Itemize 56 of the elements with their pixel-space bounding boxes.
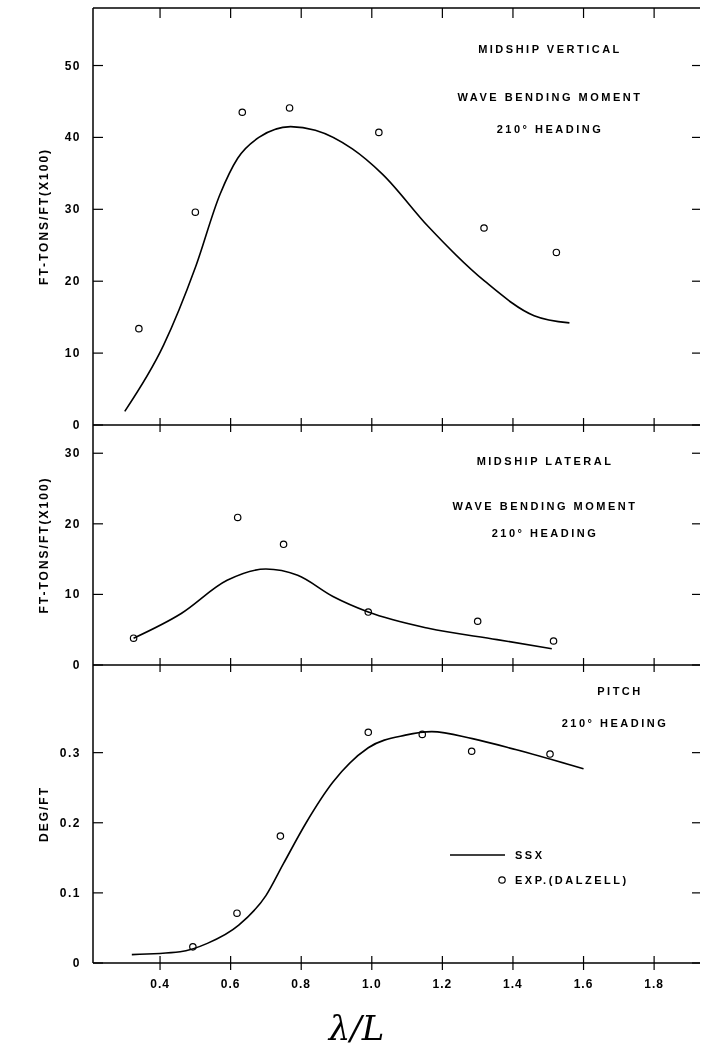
annotation: MIDSHIP LATERAL	[476, 455, 614, 467]
y-tick-label: 40	[64, 130, 81, 145]
y-tick-label: 0.2	[59, 815, 81, 830]
x-tick-label: 1.6	[573, 977, 594, 991]
y-tick-label: 0	[72, 418, 81, 432]
x-tick-label: 1.4	[503, 977, 523, 991]
x-tick-label: 1.8	[644, 977, 664, 991]
point	[279, 540, 288, 549]
annotation: 210° HEADING	[561, 717, 669, 729]
y-axis-title: FT-TONS/FT(X100)	[37, 476, 51, 614]
point	[480, 224, 488, 232]
annotation: 210° HEADING	[496, 123, 604, 135]
annotation: PITCH	[597, 685, 643, 697]
annotation: 210° HEADING	[491, 527, 599, 539]
y-tick-label: 20	[64, 516, 81, 531]
x-tick-label: 0.6	[220, 977, 241, 991]
point	[364, 608, 373, 616]
y-tick-label: 0	[72, 956, 81, 970]
x-tick-label: 1.0	[361, 977, 382, 991]
annotation: WAVE BENDING MOMENT	[452, 500, 638, 512]
point	[546, 750, 554, 758]
point	[238, 108, 247, 117]
annotation: WAVE BENDING MOMENT	[457, 91, 643, 103]
point	[189, 943, 197, 951]
y-tick-label: 10	[64, 346, 81, 361]
y-axis-title: DEG/FT	[37, 786, 51, 842]
point	[191, 208, 200, 216]
x-tick-label: 1.2	[432, 977, 453, 991]
y-tick-label: 10	[64, 587, 81, 602]
point	[129, 634, 138, 642]
point	[233, 513, 242, 522]
annotation: MIDSHIP VERTICAL	[478, 43, 622, 55]
point	[135, 324, 143, 333]
point	[233, 909, 241, 918]
point	[549, 637, 558, 645]
y-tick-label: 50	[64, 58, 81, 73]
legend-label: SSX	[515, 849, 545, 861]
x-axis-title: λ/L	[326, 1008, 385, 1048]
x-tick-label: 0.8	[291, 977, 312, 991]
y-tick-label: 0.1	[59, 885, 81, 900]
y-tick-label: 30	[64, 446, 81, 461]
legend-label: EXP.(DALZELL)	[515, 874, 629, 886]
y-tick-label: 0	[72, 658, 81, 672]
y-axis-title: FT-TONS/FT(X100)	[37, 147, 51, 286]
x-tick-label: 0.4	[150, 977, 170, 991]
point	[276, 832, 285, 840]
point	[364, 728, 373, 737]
point	[473, 617, 482, 626]
y-tick-label: 20	[64, 274, 81, 289]
y-tick-label: 30	[64, 202, 81, 217]
y-tick-label: 0.3	[59, 745, 81, 760]
point	[375, 128, 383, 137]
point	[467, 747, 476, 756]
point	[285, 104, 294, 112]
point	[552, 248, 561, 257]
point	[418, 730, 427, 739]
